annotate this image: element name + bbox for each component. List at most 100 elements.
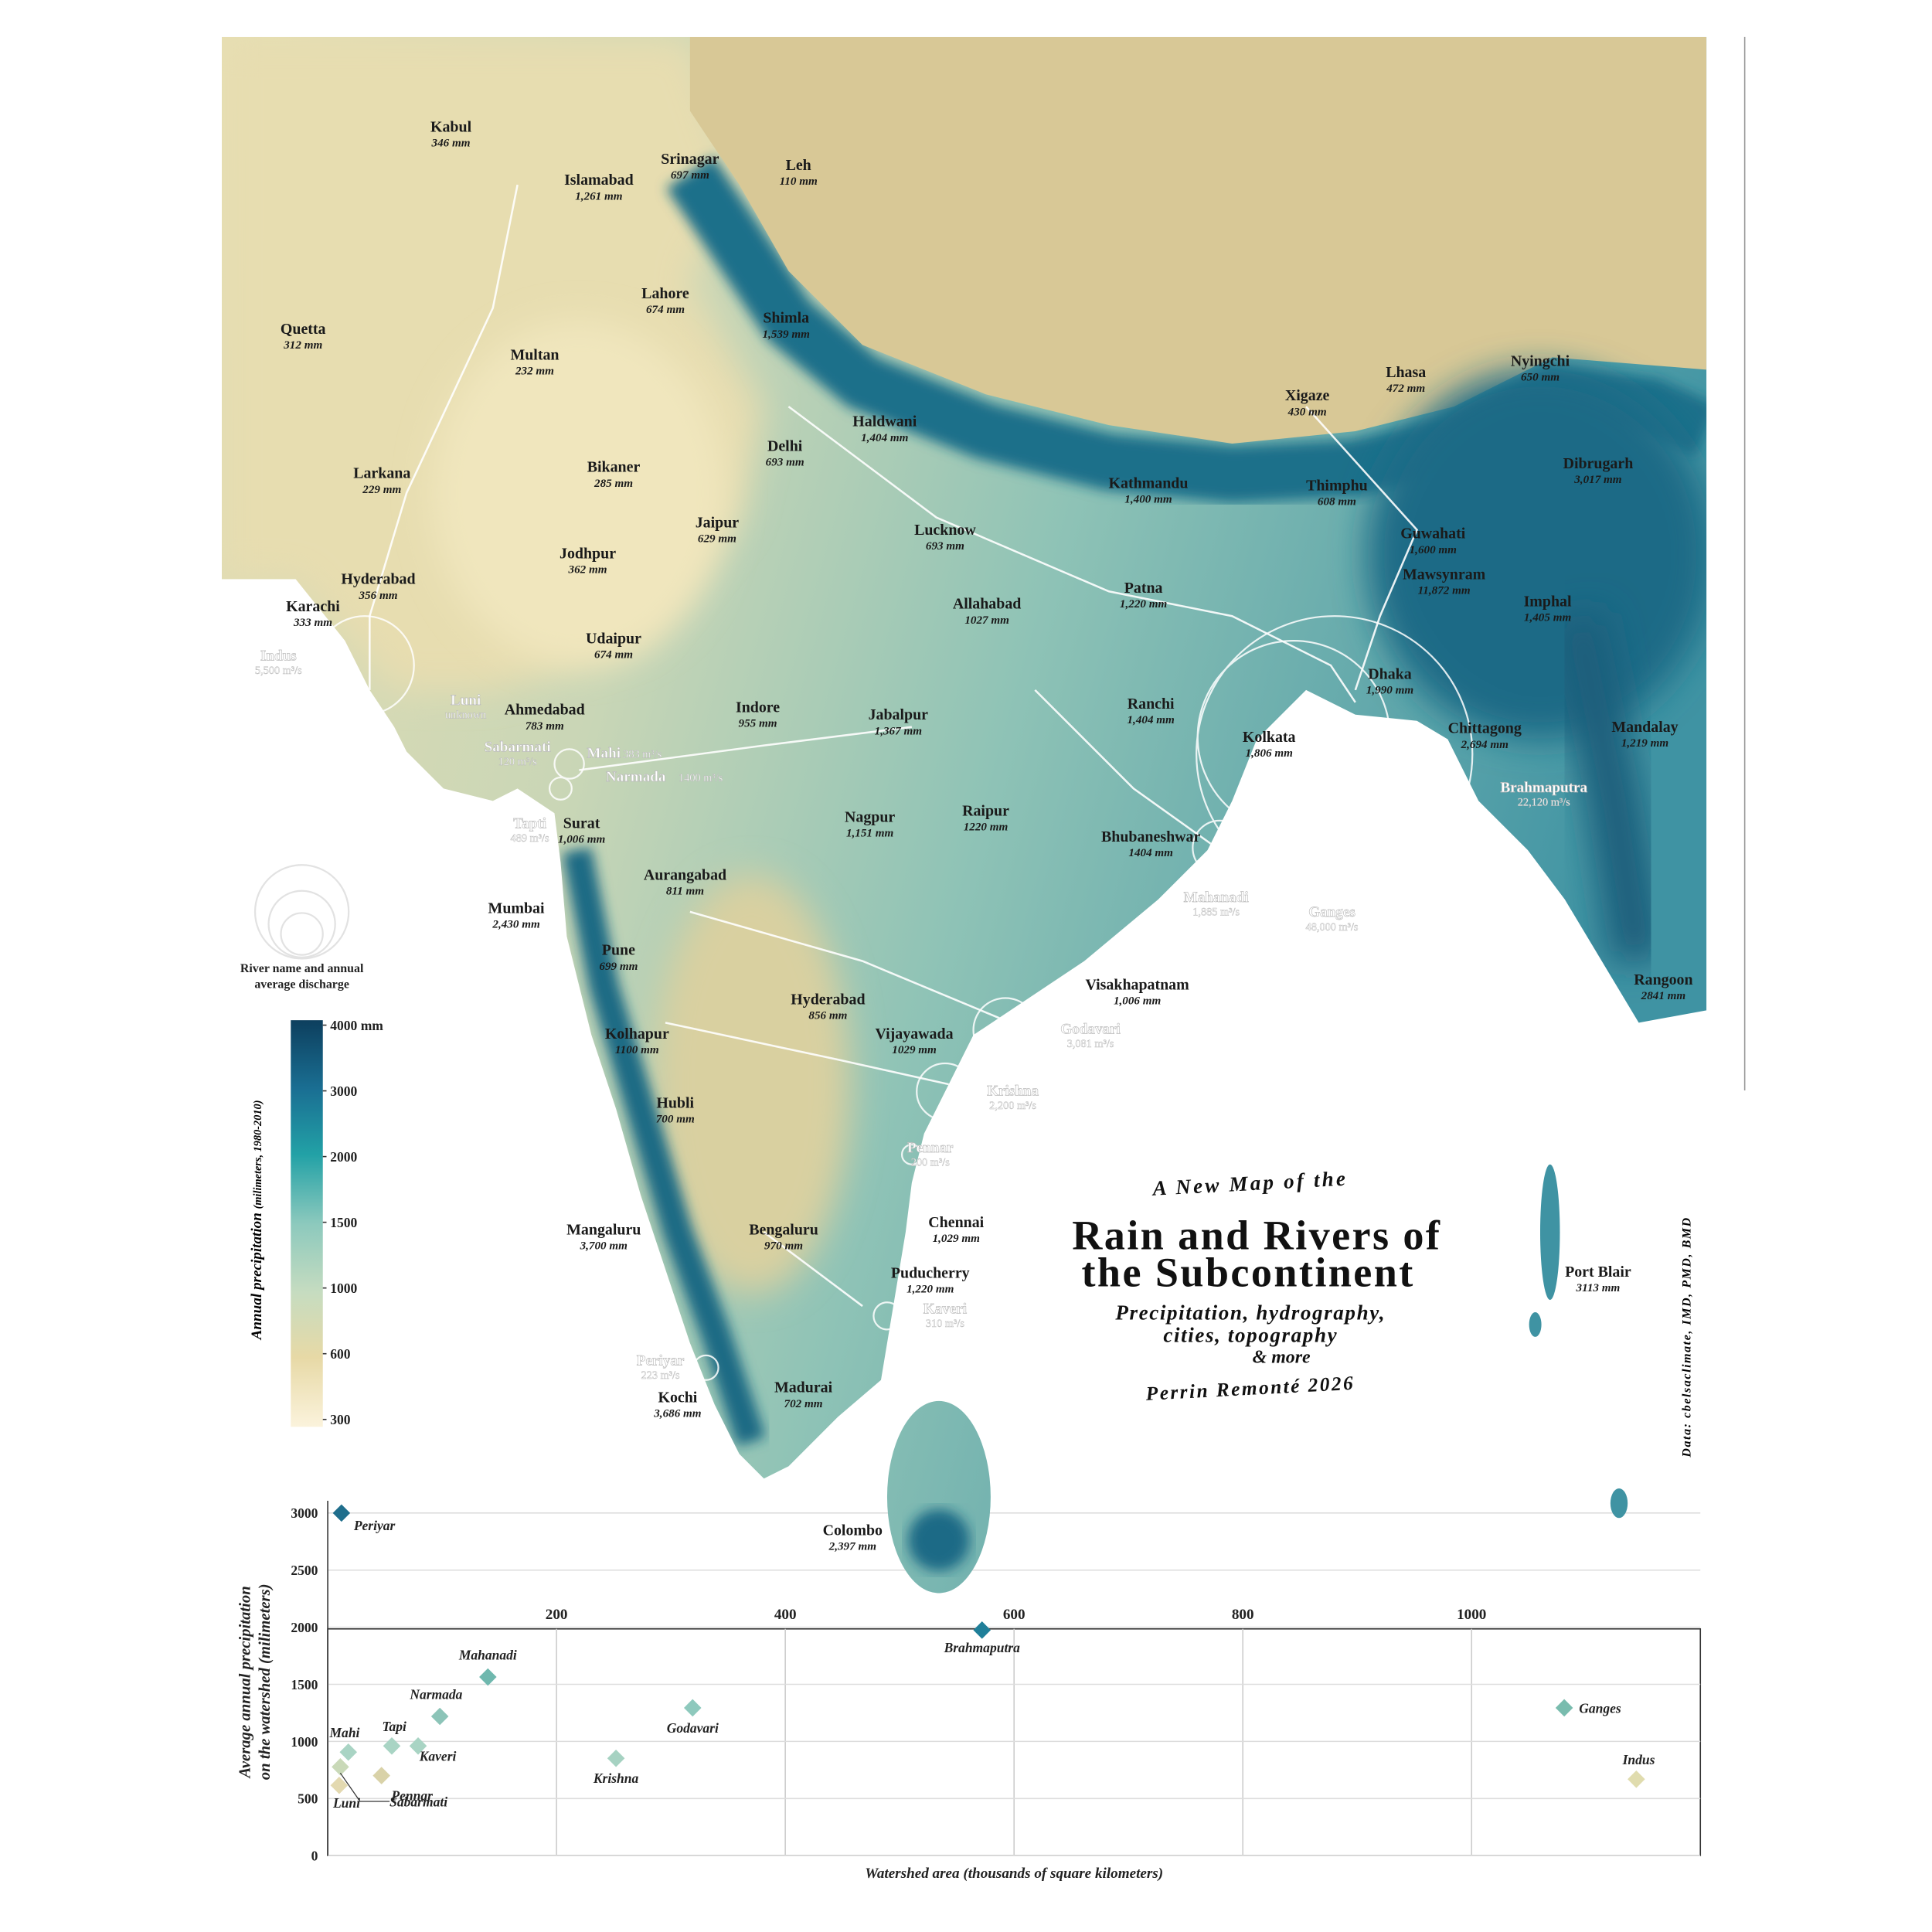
title-kicker: A New Map of the [1151,1167,1349,1200]
city-name: Mumbai [488,900,545,917]
rivers [369,184,1419,1308]
colorbar-tick-label: 600 [330,1346,351,1362]
scatter-point [330,1776,349,1794]
city-precipitation: 2,694 mm [1461,739,1509,751]
city-name: Patna [1124,580,1163,597]
point-label: Krishna [593,1770,639,1786]
river-line [369,184,519,690]
city-name: Rangoon [1634,971,1692,988]
colorbar-tick-label: 4000 mm [330,1018,383,1033]
city-name: Leh [786,157,811,174]
scatter-chart: 200 400 600 800 1000 0 500 1000 1500 2000 2500 3000… [237,1500,1702,1882]
city-name: Thimphu [1306,478,1368,495]
city-precipitation: 232 mm [515,366,554,378]
river-discharge: 1400 m³/s [679,772,723,784]
y-tick-label: 2000 [291,1620,318,1635]
river-discharge: 1,885 m³/s [1192,906,1240,919]
city-precipitation: 110 mm [780,175,818,188]
river-name: Mahi [587,746,621,762]
city-name: Ranchi [1128,696,1175,713]
point-label: Godavari [667,1720,719,1736]
city-name: Jaipur [696,514,740,531]
city-precipitation: 674 mm [646,304,685,316]
y-axis-label: on the watershed (milimeters) [257,1583,274,1780]
colorbar-tick-label: 3000 [330,1083,357,1099]
river-name: Kaveri [923,1301,968,1318]
river-circle [916,1062,975,1121]
river-line [665,1022,949,1086]
point-label: Ganges [1579,1700,1621,1716]
city-precipitation: 362 mm [568,563,607,576]
city-precipitation: 3,017 mm [1573,474,1622,486]
river-discharge: 489 m³/s [511,832,549,845]
city-name: Karachi [286,598,340,615]
colorbar [291,1020,323,1427]
river-name: Luni [451,692,481,709]
river-line [787,406,1356,703]
scatter-point [479,1668,497,1686]
river-name: Pennar [907,1140,954,1156]
y-tick-label: 500 [298,1791,318,1807]
city-precipitation: 856 mm [808,1010,847,1022]
city-precipitation: 1404 mm [1128,847,1173,859]
discharge-circles [253,615,1474,1381]
point-label: Pennar [390,1787,433,1803]
river-legend: River name and annual average discharge [240,962,364,992]
scatter-point [973,1621,992,1639]
city-name: Bengaluru [749,1222,818,1239]
city-name: Nagpur [845,808,895,825]
city-precipitation: 1029 mm [892,1044,937,1056]
city-precipitation: 1,404 mm [1127,714,1175,726]
legend-circle [253,864,350,960]
point-label: Indus [1622,1752,1655,1767]
scatter-point [372,1767,390,1784]
subtitle-line: cities, topography [1163,1323,1338,1346]
y-tick-label: 3000 [291,1505,318,1521]
river-name: Periyar [637,1353,685,1369]
x-axis-label: Watershed area (thousands of square kilo… [865,1866,1163,1882]
city-precipitation: 2841 mm [1641,990,1686,1002]
city-precipitation: 1,806 mm [1246,747,1294,760]
river-line [689,910,1011,1024]
city-precipitation: 699 mm [599,961,638,973]
city-precipitation: 811 mm [666,886,704,898]
river-discharge: 2,200 m³/s [989,1100,1036,1112]
scatter-point [1555,1699,1573,1717]
city-name: Vijayawada [876,1026,954,1043]
river-name: Mahanadi [1184,889,1250,906]
river-line [579,726,913,771]
title-line: Rain and Rivers of [1072,1213,1441,1259]
city-precipitation: 1,261 mm [575,190,623,202]
city-precipitation: 1,367 mm [875,725,923,737]
city-name: Kolkata [1243,729,1296,746]
city-precipitation: 1,400 mm [1124,494,1172,506]
scatter-point [607,1749,625,1767]
city-precipitation: 2,397 mm [828,1541,877,1553]
source: Data: cbelsaclimate, IMD, PMD, BMD [1681,1216,1694,1458]
city-precipitation: 1,990 mm [1366,685,1414,697]
city-name: Indore [736,699,780,716]
city-name: Port Blair [1565,1264,1631,1281]
river-name: Krishna [987,1083,1039,1099]
point-label: Narmada [409,1687,462,1702]
city-name: Chittagong [1448,720,1522,737]
city-precipitation: 1,006 mm [1114,995,1162,1007]
city-precipitation: 3,686 mm [653,1408,702,1420]
x-tick-label: 800 [1232,1607,1254,1623]
city-precipitation: 430 mm [1287,406,1327,418]
colorbar-tick-label: 2000 [330,1149,357,1165]
city-name: Puducherry [891,1264,970,1281]
x-tick-label: 400 [774,1607,797,1623]
title-block: A New Map of the Rain and Rivers of the … [1072,1167,1441,1405]
river-discharge: 48,000 m³/s [1306,921,1359,934]
city-precipitation: 693 mm [766,457,804,469]
city-precipitation: 285 mm [594,478,633,490]
city-name: Delhi [767,438,803,455]
river-circle [872,1301,902,1331]
river-discharge: 22,120 m³/s [1518,797,1570,809]
city-precipitation: 970 mm [764,1240,803,1253]
city-name: Allahabad [953,596,1022,613]
river-line [763,1231,863,1308]
